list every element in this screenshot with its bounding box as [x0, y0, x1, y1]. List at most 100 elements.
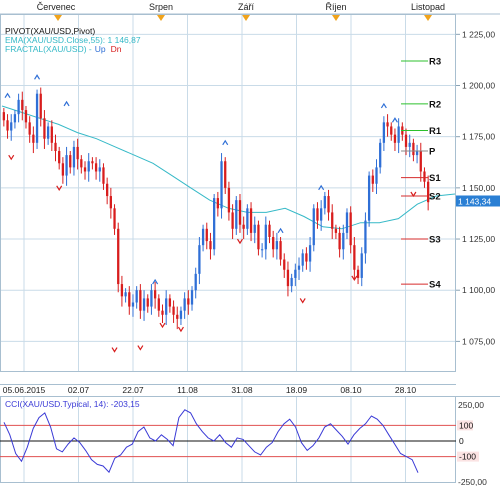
- candle-up: [382, 122, 386, 143]
- candle-down: [334, 228, 338, 233]
- price-y-axis: 1 225,00 1 200,00 1 175,00 1 150,00 1 125,00…: [456, 29, 495, 346]
- candle-down: [32, 134, 35, 143]
- price-tick-label: 1 200,00: [462, 81, 495, 91]
- candle-down: [283, 259, 286, 270]
- month-label: Září: [238, 2, 255, 12]
- candle-up: [297, 265, 301, 270]
- candle-down: [187, 298, 190, 305]
- candle-down: [172, 306, 175, 315]
- candle-down: [24, 110, 28, 123]
- fractal-down-marker: [111, 347, 118, 353]
- cci-grid: [23, 397, 406, 482]
- month-marker-triangle: [54, 15, 62, 21]
- candle-up: [201, 228, 205, 246]
- candle-down: [205, 228, 208, 242]
- candle-down: [390, 126, 393, 135]
- date-tick-label: 22.07: [122, 385, 144, 395]
- candle-down: [338, 232, 341, 250]
- candle-down: [272, 236, 275, 250]
- fractal-down-marker: [137, 345, 144, 351]
- fractal-down-marker: [8, 154, 15, 161]
- legend-fractal-label: FRACTAL(XAU/USD) -: [5, 44, 92, 54]
- candle-up: [408, 142, 411, 147]
- cci-level-label: 0: [459, 436, 464, 446]
- pivot-label: S3: [429, 235, 441, 246]
- candle-up: [87, 161, 90, 172]
- candle-down: [231, 212, 234, 229]
- candle-up: [264, 224, 267, 250]
- legend-fractal-up: Up: [95, 44, 106, 54]
- candle-up: [253, 224, 256, 233]
- candle-up: [301, 253, 304, 266]
- last-price-badge-bg: [456, 195, 500, 207]
- candle-up: [260, 249, 264, 251]
- price-tick-label: 1 100,00: [462, 285, 495, 295]
- candle-up: [275, 241, 279, 250]
- price-tick-label: 1 225,00: [462, 29, 495, 39]
- month-marker: Září: [238, 2, 255, 21]
- month-label: Listopad: [411, 2, 445, 12]
- candle-down: [6, 120, 9, 131]
- pivot-label: P: [429, 147, 436, 158]
- month-marker-triangle: [242, 15, 250, 21]
- fractal-down-marker: [299, 298, 306, 304]
- fractal-up-marker: [34, 74, 41, 80]
- candle-down: [61, 163, 65, 176]
- candle-down: [69, 155, 72, 168]
- candle-down: [109, 196, 112, 209]
- fractal-up-marker: [4, 92, 11, 99]
- candle-down: [353, 245, 356, 270]
- month-marker-triangle: [424, 15, 432, 21]
- price-pane: R3 R2 R1 P S1 S2 S3 S4 1 225,00 1 200,00 1 175,00…: [0, 14, 495, 372]
- legend-fractal: FRACTAL(XAU/USD) - Up Dn: [5, 44, 122, 54]
- fractal-down-marker: [177, 326, 184, 333]
- candle-down: [305, 253, 308, 262]
- candle-up: [165, 298, 168, 315]
- candle-up: [294, 269, 297, 278]
- month-marker-triangle: [157, 15, 165, 21]
- month-marker: Říjen: [325, 2, 347, 21]
- pivot-label: S4: [429, 280, 441, 291]
- candle-up: [364, 220, 367, 254]
- candle-down: [106, 183, 109, 197]
- candle-up: [190, 290, 194, 305]
- price-pane-border: [0, 14, 456, 372]
- cci-tick-label: -250,00: [458, 477, 487, 486]
- candle-down: [176, 314, 179, 319]
- date-tick-label: 08.10: [340, 385, 362, 395]
- candle-down: [404, 134, 408, 147]
- candle-down: [423, 171, 426, 182]
- candle-up: [142, 298, 146, 311]
- candle-down: [80, 159, 83, 168]
- date-tick-label: 02.07: [68, 385, 90, 395]
- candle-down: [161, 310, 164, 315]
- candle-down: [386, 122, 389, 127]
- candle-down: [393, 134, 397, 143]
- candle-up: [65, 155, 68, 176]
- candle-up: [308, 245, 312, 262]
- candle-down: [216, 198, 219, 209]
- fractal-up-marker: [222, 139, 229, 146]
- candle-up: [397, 126, 400, 143]
- fractal-up-marker: [318, 184, 325, 191]
- candle-down: [102, 167, 105, 184]
- pivot-label: S1: [429, 173, 441, 184]
- candle-down: [157, 298, 160, 311]
- candle-down: [209, 241, 212, 250]
- cci-level-label: 100: [459, 420, 473, 430]
- fractal-up-marker: [277, 227, 284, 234]
- candle-up: [375, 167, 378, 184]
- candle-down: [249, 208, 253, 233]
- candle-up: [13, 114, 17, 123]
- candle-up: [415, 151, 419, 156]
- month-marker: Srpen: [149, 2, 173, 21]
- legend: PIVOT(XAU/USD,Pivot) EMA(XAU/USD.Close,5…: [5, 26, 141, 54]
- legend-fractal-dn: Dn: [111, 44, 122, 54]
- candle-down: [316, 208, 319, 221]
- candle-down: [43, 118, 46, 139]
- price-tick-label: 1 125,00: [462, 234, 495, 244]
- candle-down: [94, 163, 98, 172]
- candle-up: [367, 175, 371, 221]
- cci-pane: 100 0 -100 CCI(XAU/USD.Typical, 14): -203,…: [0, 396, 487, 486]
- candle-up: [72, 146, 76, 168]
